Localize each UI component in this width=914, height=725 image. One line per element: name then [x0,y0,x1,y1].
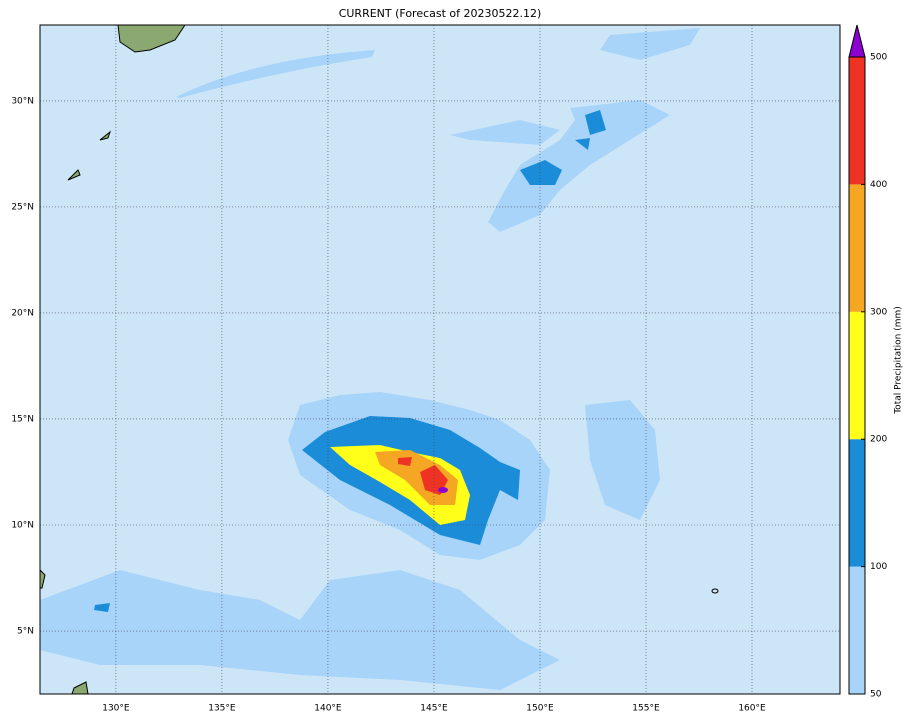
x-tick-label: 155°E [632,704,660,714]
colorbar-segment [849,57,865,185]
map-frame [39,24,841,695]
rain-area [585,400,660,520]
x-tick-label: 160°E [738,704,766,714]
y-tick-label: 25°N [11,202,34,212]
x-tick-label: 140°E [314,704,342,714]
y-tick-label: 30°N [11,96,34,106]
ocean [40,25,840,694]
colorbar-label: Total Precipitation (mm) [894,306,904,415]
colorbar-tick-label: 200 [870,435,887,445]
colorbar-segment [849,439,865,567]
x-tick-label: 130°E [102,704,130,714]
colorbar-tick-label: 400 [870,180,887,190]
colorbar-tick-label: 300 [870,307,887,317]
colorbar: 50 100 200 300 400 500 [848,24,887,700]
x-tick-label: 145°E [420,704,448,714]
y-tick-label: 10°N [11,521,34,531]
rain-area [600,28,700,60]
x-tick-label: 135°E [208,704,236,714]
colorbar-segment [849,566,865,694]
colorbar-tick-label: 100 [870,562,887,572]
rain-area [94,603,110,612]
colorbar-segment [849,311,865,440]
grid [40,25,840,694]
rain-area [450,120,560,145]
colorbar-tick-label: 50 [870,690,882,700]
land [39,130,112,695]
map-area [39,24,841,695]
rain-area [40,570,560,690]
colorbar-tick-label: 500 [870,53,887,63]
y-tick-label: 15°N [11,414,34,424]
colorbar-extend [848,24,866,58]
y-tick-label: 20°N [11,308,34,318]
colorbar-frame [848,56,866,695]
x-tick-label: 150°E [526,704,554,714]
rain-area [488,100,670,232]
colorbar-segment [849,184,865,312]
rain-area [520,110,606,185]
rain-area [398,457,448,495]
rain-area [438,487,448,493]
rain-area [176,50,375,98]
land [711,588,719,594]
y-tick-label: 5°N [17,627,34,637]
map-title: CURRENT (Forecast of 20230522.12) [339,7,542,20]
